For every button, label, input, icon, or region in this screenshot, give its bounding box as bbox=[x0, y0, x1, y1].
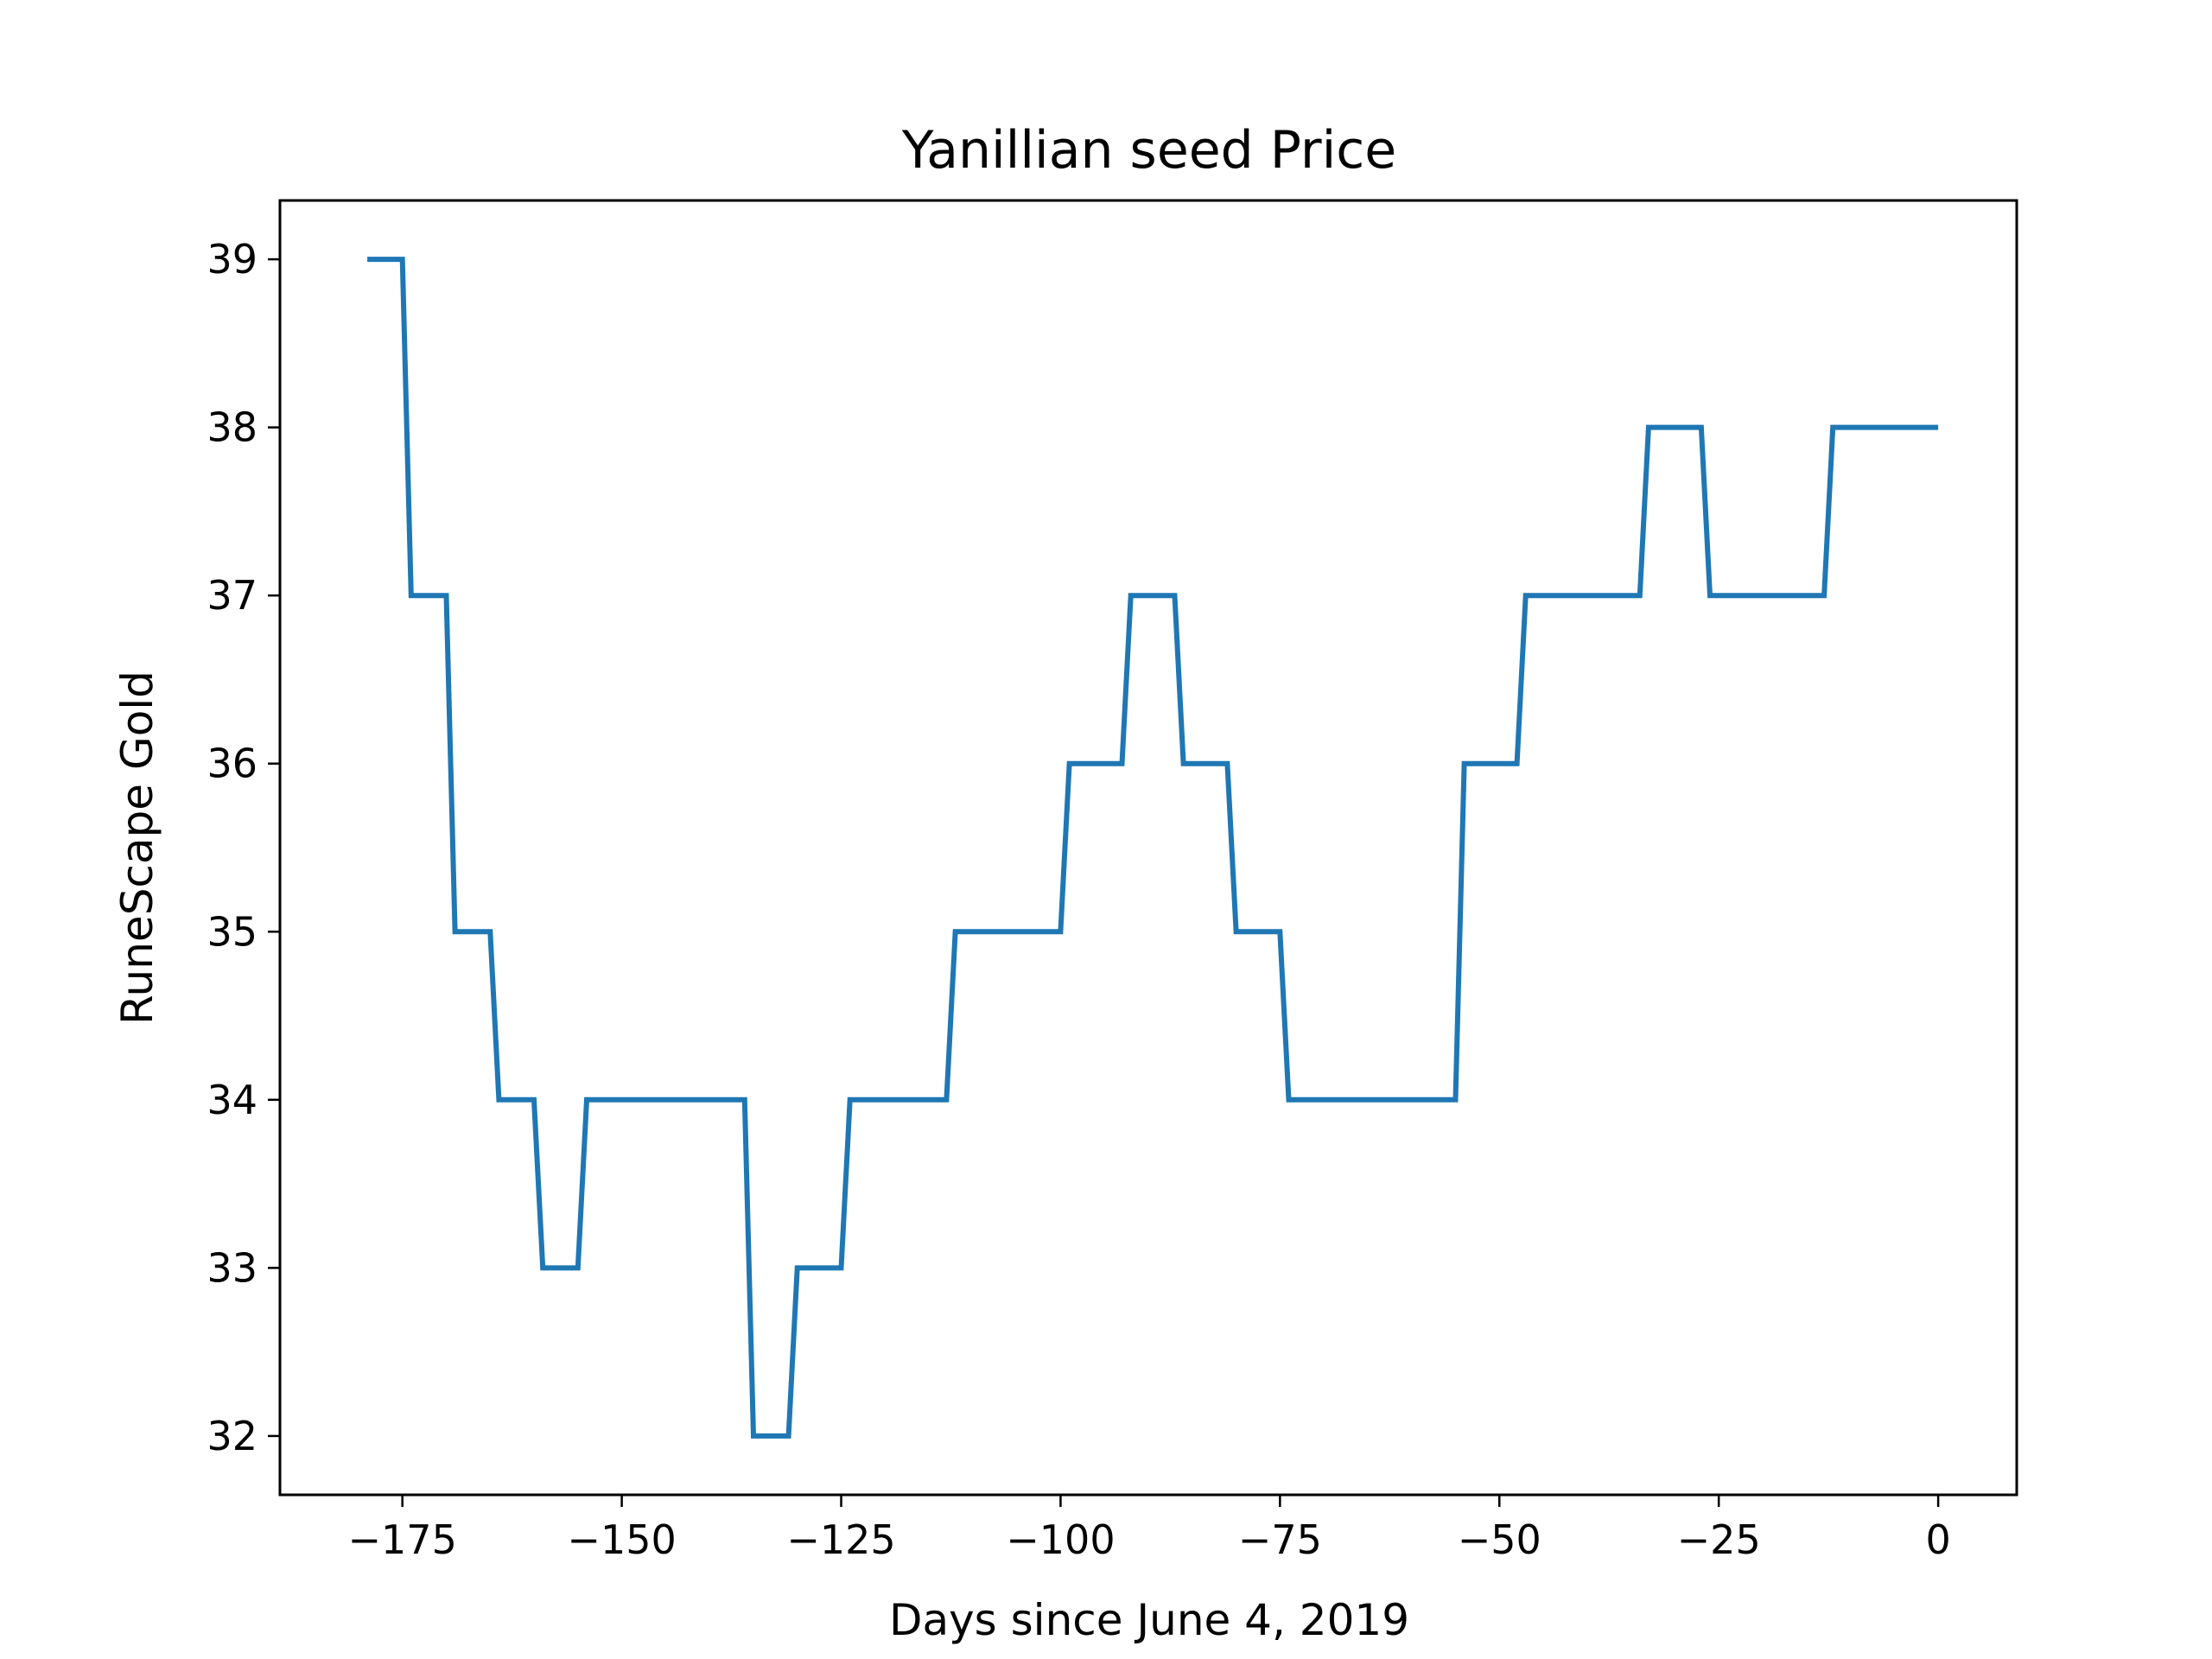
y-tick-label: 37 bbox=[207, 572, 257, 619]
y-tick-label: 35 bbox=[207, 908, 257, 955]
price-series-line bbox=[367, 257, 1939, 1439]
y-tick-label: 39 bbox=[207, 236, 257, 283]
y-tick-label: 32 bbox=[207, 1413, 257, 1459]
y-tick-label: 33 bbox=[207, 1244, 257, 1291]
y-tick-label: 38 bbox=[207, 404, 257, 451]
x-tick-label: −150 bbox=[567, 1516, 676, 1563]
y-axis: 32 33 34 35 36 37 38 39 bbox=[207, 236, 280, 1459]
plot-frame bbox=[278, 199, 2018, 1497]
y-tick-label: 36 bbox=[207, 741, 257, 787]
x-tick-label: −125 bbox=[786, 1516, 895, 1563]
x-tick-label: −50 bbox=[1458, 1516, 1541, 1563]
x-tick-label: 0 bbox=[1925, 1516, 1950, 1563]
chart-title: Yanillian seed Price bbox=[901, 120, 1396, 181]
x-axis: −175 −150 −125 −100 −75 −50 −25 0 bbox=[348, 1495, 1951, 1563]
x-tick-label: −100 bbox=[1006, 1516, 1115, 1563]
x-tick-label: −175 bbox=[348, 1516, 457, 1563]
x-axis-label: Days since June 4, 2019 bbox=[889, 1595, 1409, 1645]
x-tick-label: −25 bbox=[1677, 1516, 1761, 1563]
x-tick-label: −75 bbox=[1238, 1516, 1322, 1563]
y-tick-label: 34 bbox=[207, 1077, 257, 1123]
y-axis-label: RuneScape Gold bbox=[112, 671, 162, 1025]
